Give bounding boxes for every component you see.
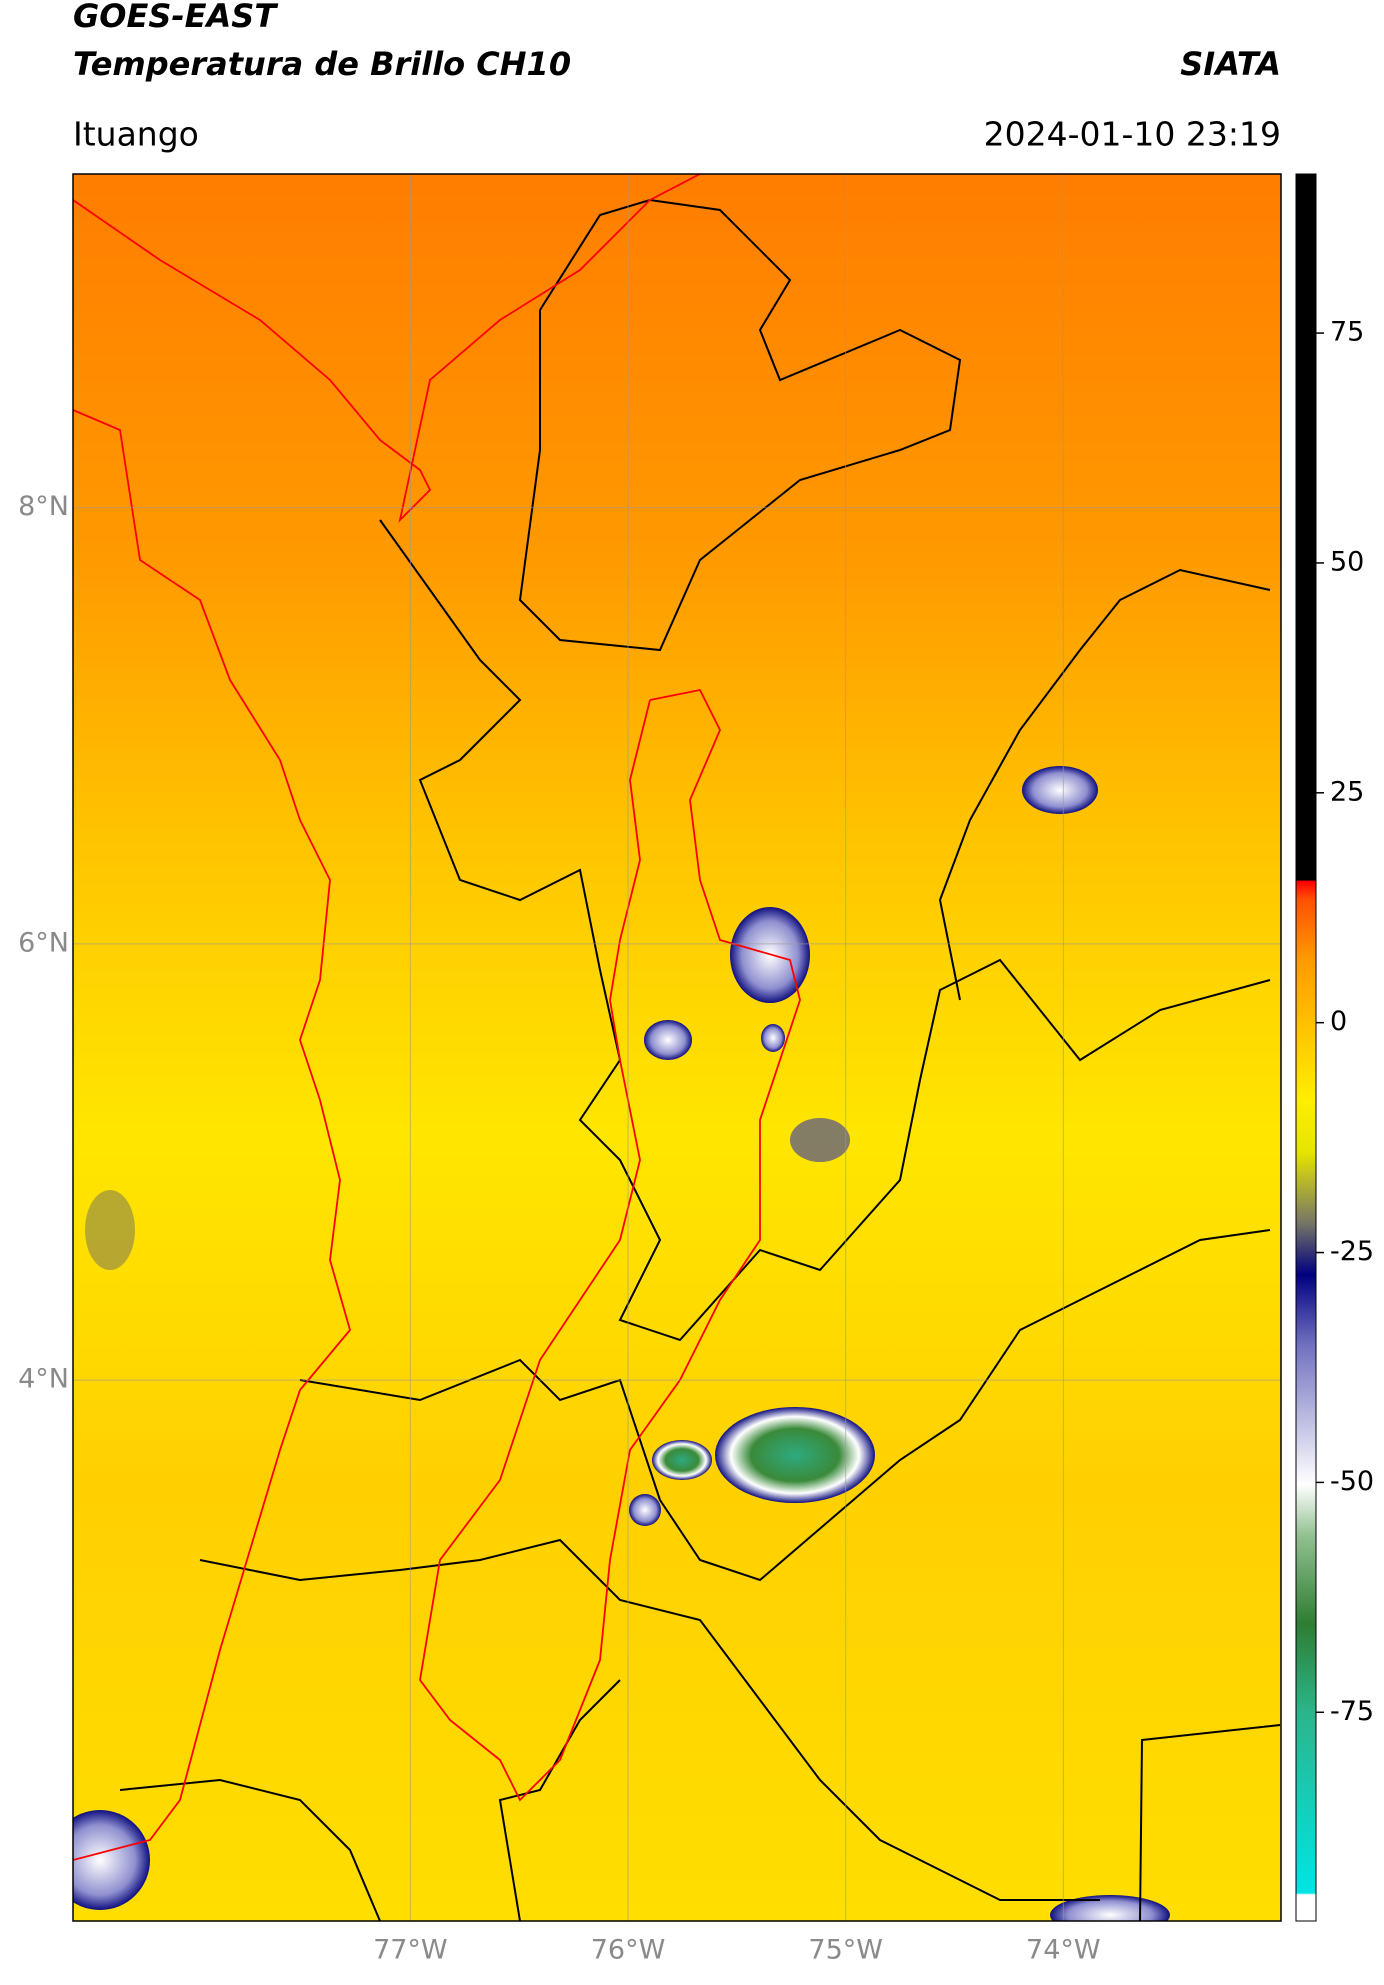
colorbar-tick-label: -25 <box>1330 1236 1374 1267</box>
title: GOES-EAST <box>73 0 278 35</box>
colorbar-tick-label: 75 <box>1330 317 1364 348</box>
colorbar-tick-label: 0 <box>1330 1006 1347 1037</box>
colorbar-tick-label: -50 <box>1330 1466 1374 1497</box>
lat-tick-label: 4°N <box>18 1364 69 1395</box>
datetime: 2024-01-10 23:19 <box>984 115 1281 154</box>
colorbar-tick-label: 50 <box>1330 546 1364 577</box>
subtitle: Temperatura de Brillo CH10 <box>73 45 571 83</box>
colorbar-tick-label: 25 <box>1330 776 1364 807</box>
map-frame <box>72 173 1282 1922</box>
location: Ituango <box>73 115 199 154</box>
colorbar-tick-label: -75 <box>1330 1696 1374 1727</box>
lon-tick-label: 76°W <box>591 1935 666 1966</box>
lat-tick-label: 8°N <box>18 491 69 522</box>
map-image <box>73 174 1281 1921</box>
source: SIATA <box>1180 45 1281 83</box>
lat-tick-label: 6°N <box>18 927 69 958</box>
lon-tick-label: 74°W <box>1026 1935 1101 1966</box>
colorbar <box>1295 173 1317 1922</box>
lon-tick-label: 75°W <box>808 1935 883 1966</box>
lon-tick-label: 77°W <box>373 1935 448 1966</box>
